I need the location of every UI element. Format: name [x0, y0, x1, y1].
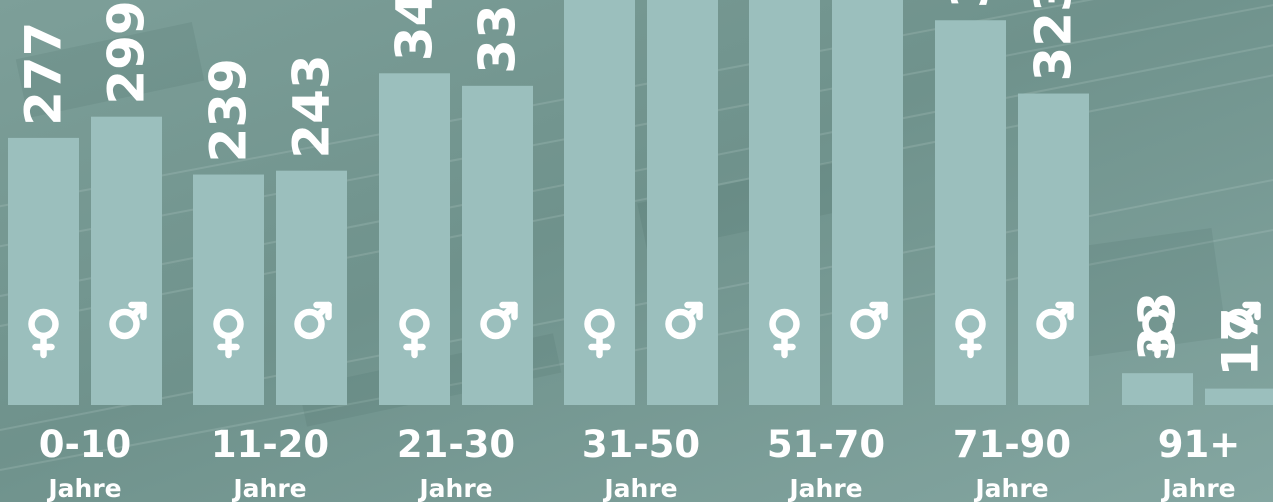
category-labels-layer: 0-10 Jahre 11-20 Jahre 21-30 Jahre 31-50 Jahre 5…: [39, 423, 1241, 502]
category-label-11-20: 11-20: [211, 423, 329, 466]
value-label-male-91+: 17: [1212, 307, 1270, 377]
category-unit-label: Jahre: [1160, 474, 1235, 502]
bar-female-11-20: [193, 174, 264, 405]
female-symbol-icon: [28, 308, 59, 359]
category-label-51-70: 51-70: [767, 423, 885, 466]
value-label-male-0-10: 299: [98, 0, 156, 104]
category-label-91+: 91+: [1158, 423, 1241, 466]
bar-male-11-20: [276, 170, 347, 405]
female-symbol-icon: [584, 308, 615, 359]
female-symbol-icon: [769, 308, 800, 359]
male-symbol-icon: [1036, 301, 1074, 340]
bar-female-91+: [1122, 373, 1193, 405]
bar-female-0-10: [8, 137, 79, 405]
male-symbol-icon: [109, 301, 147, 340]
bar-male-91+: [1205, 388, 1273, 405]
female-symbol-icon: [955, 308, 986, 359]
category-unit-label: Jahre: [973, 474, 1048, 502]
category-unit-label: Jahre: [46, 474, 121, 502]
bar-male-21-30: [462, 85, 533, 406]
male-symbol-icon: [850, 301, 888, 340]
value-label-male-21-30: 331: [469, 0, 527, 74]
value-label-female-21-30: 344: [386, 0, 444, 61]
category-label-71-90: 71-90: [953, 423, 1071, 466]
value-label-female-0-10: 277: [15, 22, 73, 126]
value-label-female-11-20: 239: [200, 58, 258, 162]
bar-male-31-50: [647, 0, 718, 405]
bars-layer: [8, 0, 1273, 406]
bar-male-71-90: [1018, 93, 1089, 406]
category-unit-label: Jahre: [231, 474, 306, 502]
female-symbol-icon: [1142, 308, 1173, 359]
category-unit-label: Jahre: [417, 474, 492, 502]
gender-symbols-layer: [28, 301, 1261, 359]
value-label-female-71-90: 399: [942, 0, 1000, 8]
category-unit-label: Jahre: [602, 474, 677, 502]
category-label-31-50: 31-50: [582, 423, 700, 466]
bar-male-0-10: [91, 116, 162, 405]
male-symbol-icon: [294, 301, 332, 340]
male-symbol-icon: [480, 301, 518, 340]
value-label-male-71-90: 323: [1025, 0, 1083, 82]
bar-male-51-70: [832, 0, 903, 405]
category-unit-label: Jahre: [787, 474, 862, 502]
category-label-21-30: 21-30: [397, 423, 515, 466]
category-label-0-10: 0-10: [39, 423, 132, 466]
value-label-male-11-20: 243: [283, 54, 341, 158]
male-symbol-icon: [665, 301, 703, 340]
value-labels-layer: 2772992392433443313993233317: [15, 0, 1270, 377]
female-symbol-icon: [399, 308, 430, 359]
female-symbol-icon: [213, 308, 244, 359]
male-symbol-icon: [1223, 301, 1261, 340]
